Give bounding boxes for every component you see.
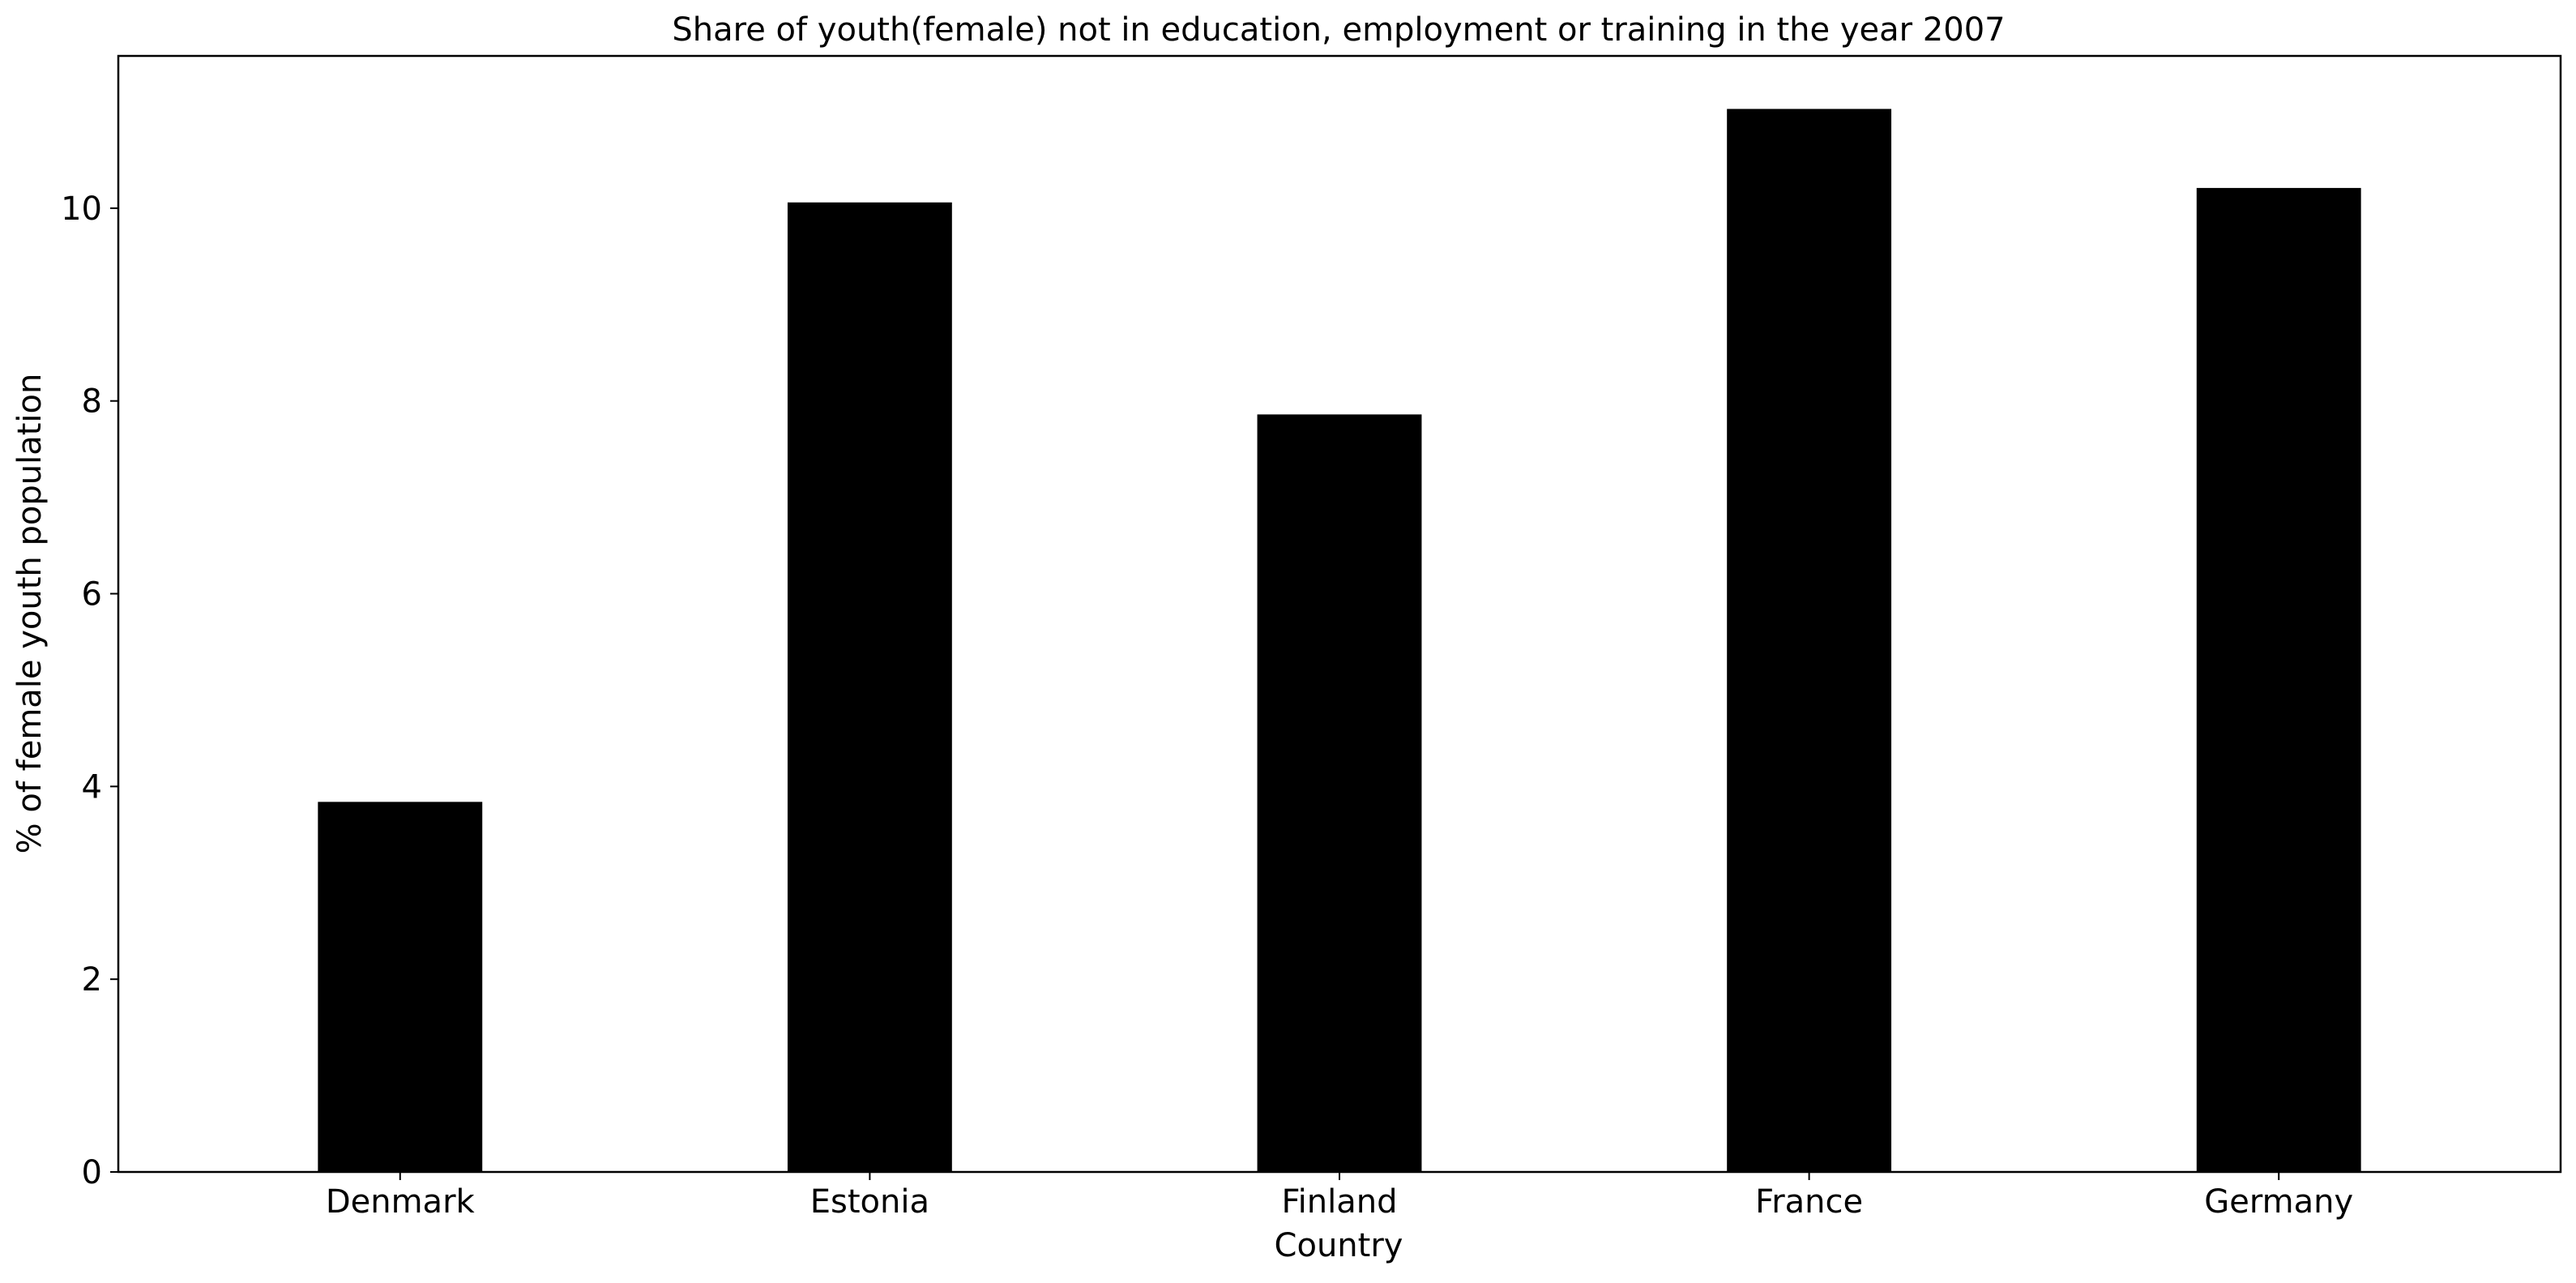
y-tick-label: 10	[61, 190, 102, 228]
y-axis: 0 2 4 6 8 10	[61, 190, 118, 1191]
chart-title: Share of youth(female) not in education,…	[672, 11, 2005, 49]
bar-france	[1727, 109, 1892, 1172]
x-tick-label: France	[1755, 1183, 1863, 1221]
bar-finland	[1257, 414, 1422, 1173]
bar-estonia	[787, 202, 952, 1173]
y-tick-label: 8	[82, 383, 102, 421]
y-tick-label: 0	[82, 1154, 102, 1191]
y-axis-label: % of female youth population	[11, 374, 49, 854]
x-tick-label: Finland	[1282, 1183, 1398, 1221]
x-tick-label: Estonia	[810, 1183, 929, 1221]
x-axis: Denmark Estonia Finland France Germany	[326, 1172, 2353, 1221]
y-tick-label: 2	[82, 961, 102, 999]
x-axis-label: Country	[1275, 1227, 1403, 1264]
y-tick-label: 4	[82, 768, 102, 806]
y-tick-label: 6	[82, 576, 102, 614]
x-tick-label: Germany	[2204, 1183, 2353, 1221]
bar-denmark	[318, 802, 483, 1172]
bar-germany	[2196, 187, 2361, 1173]
bars-layer	[318, 109, 2361, 1173]
x-tick-label: Denmark	[326, 1183, 476, 1221]
